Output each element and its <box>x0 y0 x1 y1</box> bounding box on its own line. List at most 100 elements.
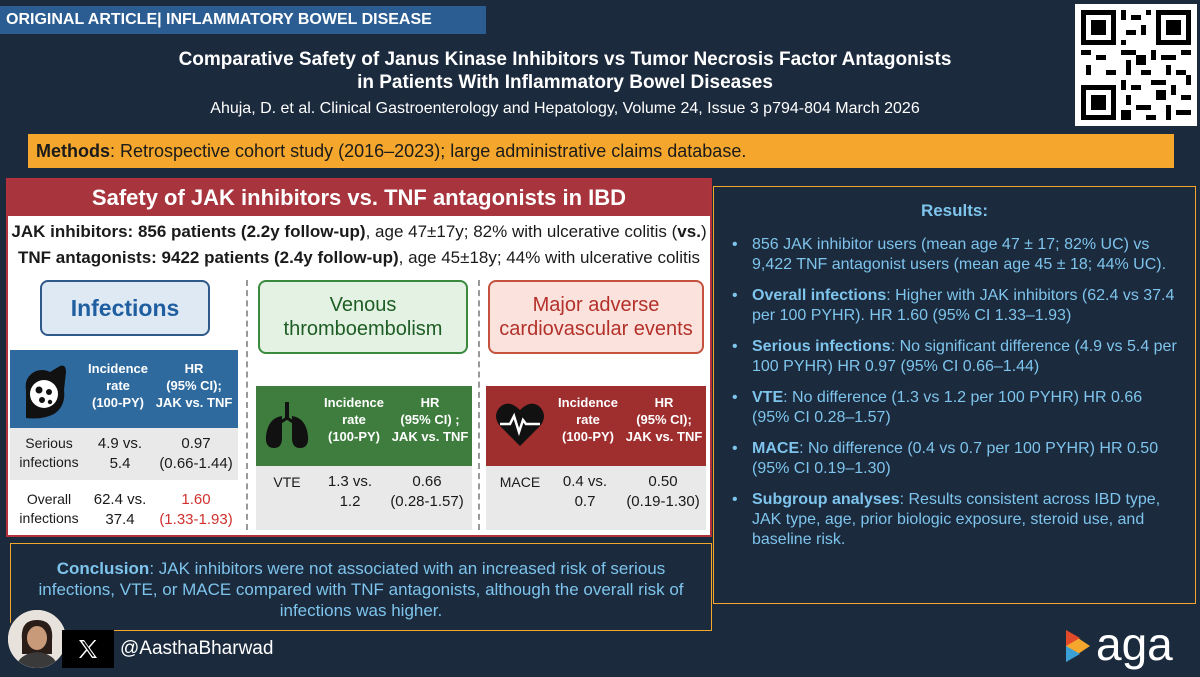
inf-col1-l3: (100-PY) <box>91 395 145 410</box>
result-item: Subgroup analyses: Results consistent ac… <box>732 490 1177 550</box>
tnf-cohort-line: TNF antagonists: 9422 patients (2.4y fol… <box>8 248 710 268</box>
inf-row-1-name: Serious infections <box>12 434 86 472</box>
mace-row-hr: 0.50 (0.19-1.30) <box>620 472 706 512</box>
result-item-text: 856 JAK inhibitor users (mean age 47 ± 1… <box>752 236 1167 273</box>
result-item: 856 JAK inhibitor users (mean age 47 ± 1… <box>732 235 1177 275</box>
conclusion-text: : JAK inhibitors were not associated wit… <box>38 559 684 620</box>
heart-pulse-icon <box>494 400 546 452</box>
inf-row-2-name: Overall infections <box>12 490 86 528</box>
inf-row-2-name-l1: Overall <box>26 491 72 507</box>
inf-row-2-hr-l2: (1.33-1.93) <box>159 511 233 528</box>
inf-row-1-hr: 0.97 (0.66-1.44) <box>154 434 238 474</box>
inf-row-1-hr-l1: 0.97 <box>181 435 211 452</box>
mace-col1-l1: Incidence <box>558 395 618 410</box>
vte-row-bg <box>256 466 472 530</box>
avatar[interactable] <box>6 608 68 670</box>
mace-label-l2: cardiovascular events <box>499 318 693 340</box>
mace-row-name: MACE <box>499 474 541 490</box>
result-item: Serious infections: No significant diffe… <box>732 337 1177 377</box>
inf-row-2-rate: 62.4 vs. 37.4 <box>86 490 154 530</box>
result-item: MACE: No difference (0.4 vs 0.7 per 100 … <box>732 439 1177 479</box>
vte-label-l2: thromboembolism <box>283 318 443 340</box>
mace-row-hr-l1: 0.50 <box>648 473 678 490</box>
jak-vs: vs. <box>677 222 701 241</box>
results-list: 856 JAK inhibitor users (mean age 47 ± 1… <box>732 235 1177 550</box>
divider-2 <box>478 280 480 530</box>
inf-col2-l2: (95% CI); <box>166 378 222 393</box>
mace-row-rate: 0.4 vs. 0.7 <box>552 472 618 512</box>
result-item-bold: Overall infections <box>752 287 887 304</box>
mace-label-l1: Major adverse <box>532 294 660 316</box>
results-title: Results: <box>920 201 989 220</box>
divider-1 <box>246 280 248 530</box>
inf-col1-l2: rate <box>106 378 130 393</box>
vte-col2-l3: JAK vs. TNF <box>391 429 469 444</box>
x-logo-icon[interactable] <box>62 630 114 668</box>
vte-row-hr-l1: 0.66 <box>412 473 442 490</box>
article-title: Comparative Safety of Janus Kinase Inhib… <box>40 48 1090 94</box>
social-handle[interactable]: @AasthaBharwad <box>120 638 274 659</box>
bacteria-icon <box>16 360 72 426</box>
inf-row-1-bg <box>10 428 238 480</box>
mace-col1-l2: rate <box>576 412 600 427</box>
results-panel: Results: 856 JAK inhibitor users (mean a… <box>713 186 1196 604</box>
vte-category: Venous thromboembolism <box>258 280 468 354</box>
inf-row-1-rate-l2: 5.4 <box>109 455 131 472</box>
vte-col2-l1: HR <box>420 395 440 410</box>
result-item-text: : No difference (1.3 vs 1.2 per 100 PYHR… <box>752 389 1143 426</box>
methods-label: Methods <box>36 141 110 161</box>
tnf-cohort-bold: TNF antagonists: 9422 patients (2.4y fol… <box>18 248 399 267</box>
inf-row-2-hr: 1.60 (1.33-1.93) <box>154 490 238 530</box>
vte-row-hr-l2: (0.28-1.57) <box>390 493 464 510</box>
result-item-text: : Higher with JAK inhibitors (62.4 vs 37… <box>752 287 1175 324</box>
mace-row-rate-l1: 0.4 vs. <box>562 473 608 490</box>
mace-category: Major adverse cardiovascular events <box>488 280 704 354</box>
conclusion-panel: Conclusion: JAK inhibitors were not asso… <box>10 543 712 631</box>
aga-logo-icon: aga <box>1066 618 1196 672</box>
vte-col1-l3: (100-PY) <box>327 429 381 444</box>
mace-col2-header: HR (95% CI); JAK vs. TNF <box>624 394 704 445</box>
mace-row-bg <box>486 466 706 530</box>
mace-col2-l1: HR <box>654 395 674 410</box>
jak-cohort-bold: JAK inhibitors: 856 patients (2.2y follo… <box>11 222 366 241</box>
vte-row-rate-l2: 1.2 <box>339 493 361 510</box>
citation: Ahuja, D. et al. Clinical Gastroenterolo… <box>210 100 920 117</box>
inf-row-2-hr-l1: 1.60 <box>181 491 211 508</box>
infections-category: Infections <box>40 280 210 336</box>
result-item: Overall infections: Higher with JAK inhi… <box>732 286 1177 326</box>
vte-table-header: Incidence rate (100-PY) HR (95% CI) ; JA… <box>256 386 472 466</box>
inf-row-2-rate-l1: 62.4 vs. <box>93 491 147 508</box>
result-item: VTE: No difference (1.3 vs 1.2 per 100 P… <box>732 388 1177 428</box>
qr-code-icon[interactable] <box>1075 4 1197 126</box>
inf-row-1-hr-l2: (0.66-1.44) <box>159 455 233 472</box>
result-item-text: : Results consistent across IBD type, JA… <box>752 491 1161 548</box>
methods-text: : Retrospective cohort study (2016–2023)… <box>110 141 747 161</box>
inf-col1-header: Incidence rate (100-PY) <box>88 360 148 411</box>
mace-row-rate-l2: 0.7 <box>574 493 596 510</box>
article-type-tag: ORIGINAL ARTICLE| INFLAMMATORY BOWEL DIS… <box>0 6 486 34</box>
vte-row-hr: 0.66 (0.28-1.57) <box>384 472 470 512</box>
vte-col2-header: HR (95% CI) ; JAK vs. TNF <box>390 394 470 445</box>
mace-row-hr-l2: (0.19-1.30) <box>626 493 700 510</box>
inf-col2-l1: HR <box>184 361 204 376</box>
methods-bar: Methods: Retrospective cohort study (201… <box>28 134 1174 168</box>
mace-col1-l3: (100-PY) <box>561 429 615 444</box>
graphic-heading: Safety of JAK inhibitors vs. TNF antagon… <box>8 180 710 216</box>
title-line-2: in Patients With Inflammatory Bowel Dise… <box>357 72 773 93</box>
vte-label-l1: Venous <box>329 294 397 316</box>
result-item-bold: Serious infections <box>752 338 891 355</box>
inf-row-1-name-l2: infections <box>19 454 79 470</box>
vte-col2-l2: (95% CI) ; <box>400 412 460 427</box>
aga-logo-text: aga <box>1096 620 1173 670</box>
vte-row-rate-l1: 1.3 vs. <box>327 473 373 490</box>
inf-row-1-name-l1: Serious <box>25 435 73 451</box>
vte-row-name: VTE <box>273 474 301 490</box>
conclusion-label: Conclusion <box>56 559 150 578</box>
result-item-bold: Subgroup analyses <box>752 491 900 508</box>
mace-col1-header: Incidence rate (100-PY) <box>558 394 618 445</box>
result-item-bold: VTE <box>752 389 784 406</box>
inf-col1-l1: Incidence <box>88 361 148 376</box>
visual-abstract: Safety of JAK inhibitors vs. TNF antagon… <box>6 178 712 537</box>
vte-row-rate: 1.3 vs. 1.2 <box>318 472 382 512</box>
inf-col2-l3: JAK vs. TNF <box>155 395 233 410</box>
